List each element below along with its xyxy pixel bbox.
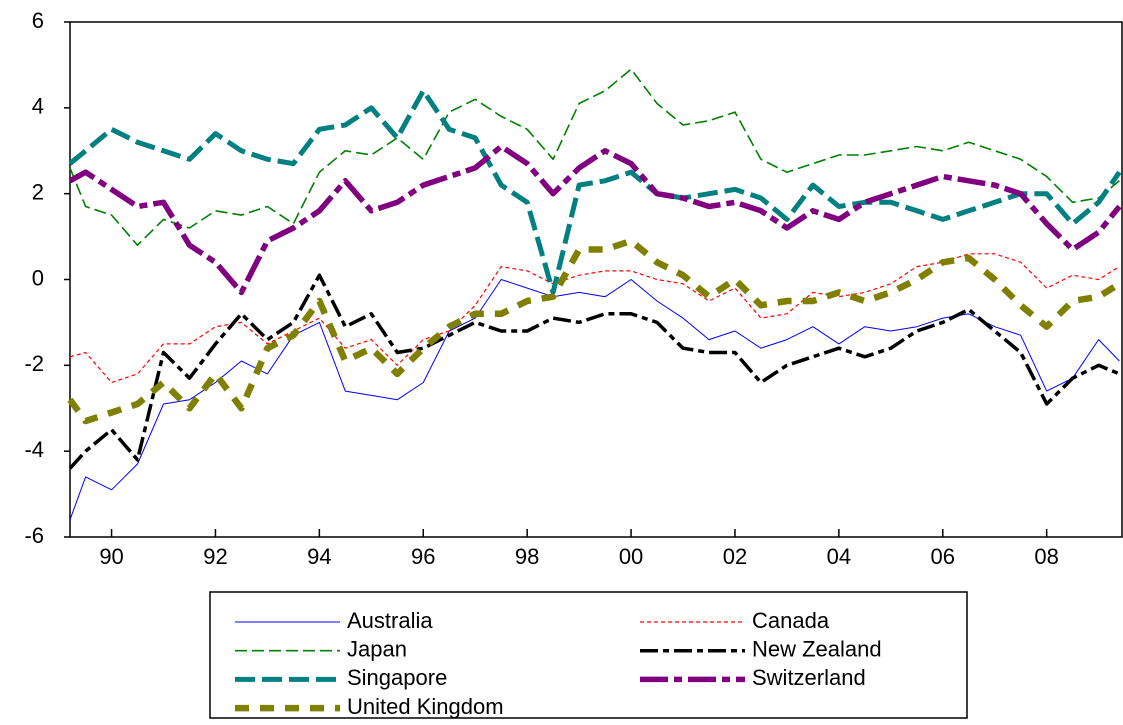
x-tick-label: 02	[723, 544, 747, 569]
y-tick-label: -2	[24, 351, 44, 376]
series-line	[69, 68, 1120, 246]
x-tick-label: 00	[619, 544, 643, 569]
series-line	[67, 237, 1122, 425]
legend-label: Switzerland	[752, 665, 866, 690]
x-tick-label: 04	[827, 544, 851, 569]
legend-label: Canada	[752, 608, 830, 633]
series-line	[68, 273, 1121, 470]
y-tick-label: 2	[32, 179, 44, 204]
x-tick-label: 92	[203, 544, 227, 569]
legend-label: Singapore	[347, 665, 447, 690]
x-tick-label: 08	[1034, 544, 1058, 569]
series-line	[68, 143, 1122, 296]
y-tick-label: 0	[32, 265, 44, 290]
series-line	[68, 88, 1122, 295]
y-tick-label: -6	[24, 523, 44, 548]
series-line	[69, 279, 1120, 520]
legend-label: Japan	[347, 637, 407, 662]
x-tick-label: 94	[307, 544, 331, 569]
legend-label: United Kingdom	[347, 694, 504, 719]
legend-label: New Zealand	[752, 637, 882, 662]
y-tick-label: 4	[32, 94, 44, 119]
x-tick-label: 06	[931, 544, 955, 569]
x-tick-label: 96	[411, 544, 435, 569]
y-tick-label: -4	[24, 437, 44, 462]
x-tick-label: 90	[99, 544, 123, 569]
x-tick-label: 98	[515, 544, 539, 569]
legend-label: Australia	[347, 608, 433, 633]
y-tick-label: 6	[32, 8, 44, 33]
legend-box	[209, 591, 968, 719]
